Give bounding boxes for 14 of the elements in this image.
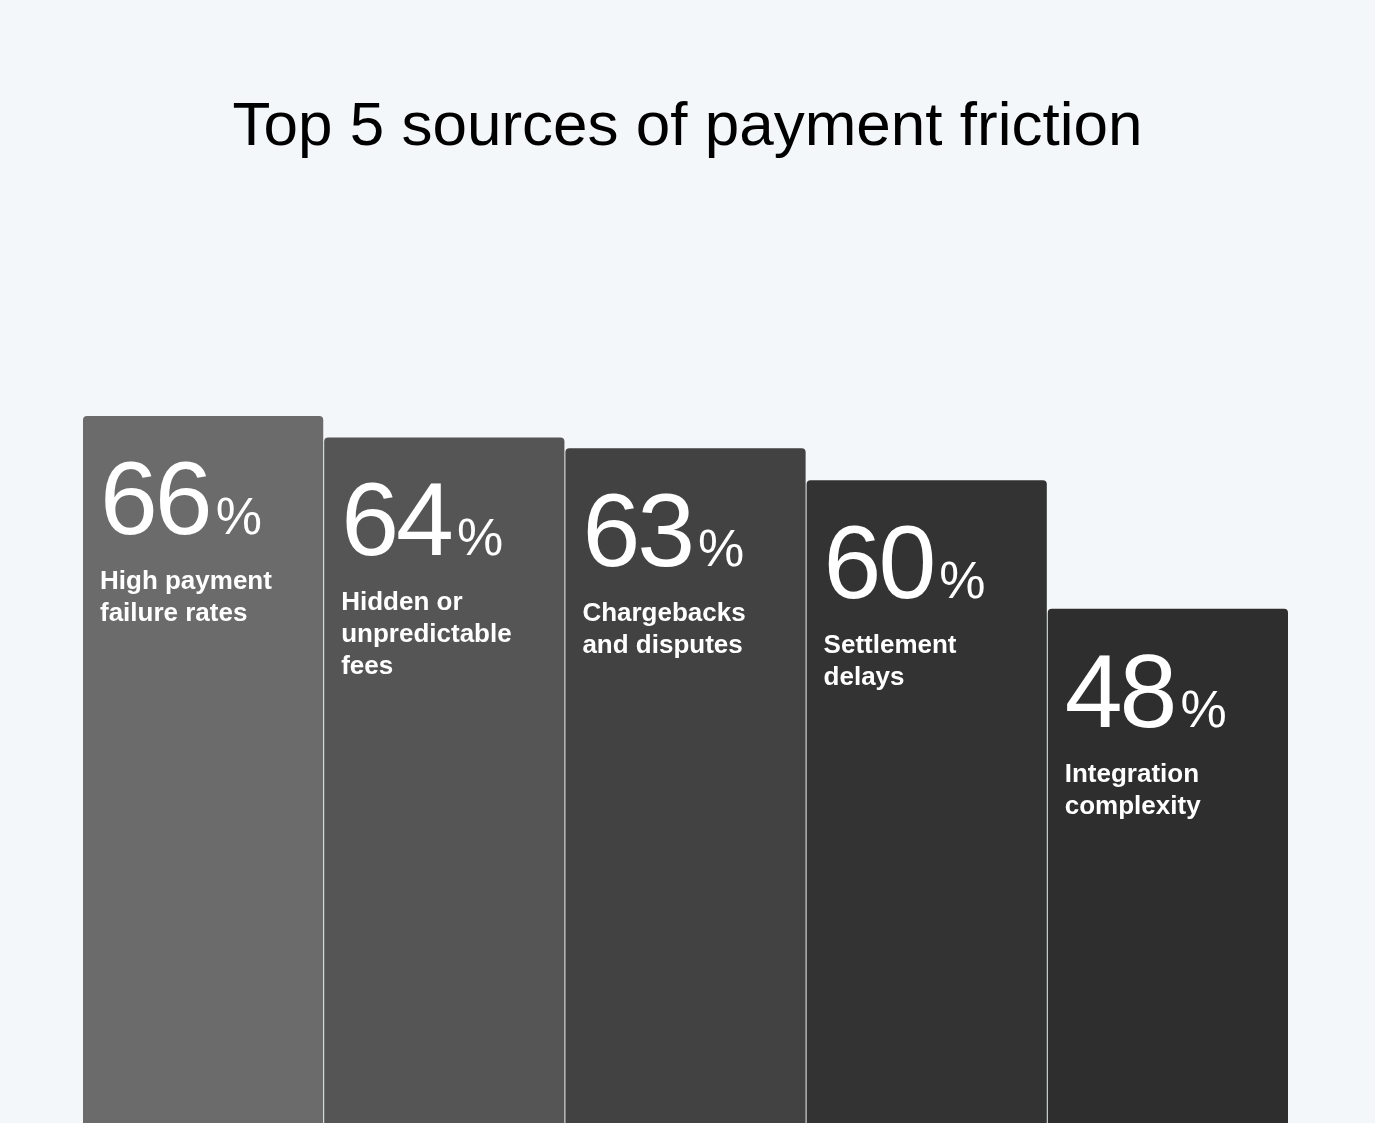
data-label: 48% [1064,632,1226,749]
data-label: 60% [823,504,985,621]
x-tick-label: Hidden or unpredictable fees [341,586,512,681]
x-tick-label: High payment failure rates [100,565,273,627]
chart-title: Top 5 sources of payment friction [232,89,1143,158]
data-label: 64% [341,461,502,578]
x-tick-label: Settlement delays [823,629,957,692]
bar [324,437,565,1123]
data-label: 66% [100,440,261,556]
bar [83,416,324,1123]
bar [565,448,806,1123]
x-tick-label: Integration complexity [1064,757,1202,820]
data-label: 63% [582,472,744,589]
x-tick-label: Chargebacks and disputes [582,597,746,660]
